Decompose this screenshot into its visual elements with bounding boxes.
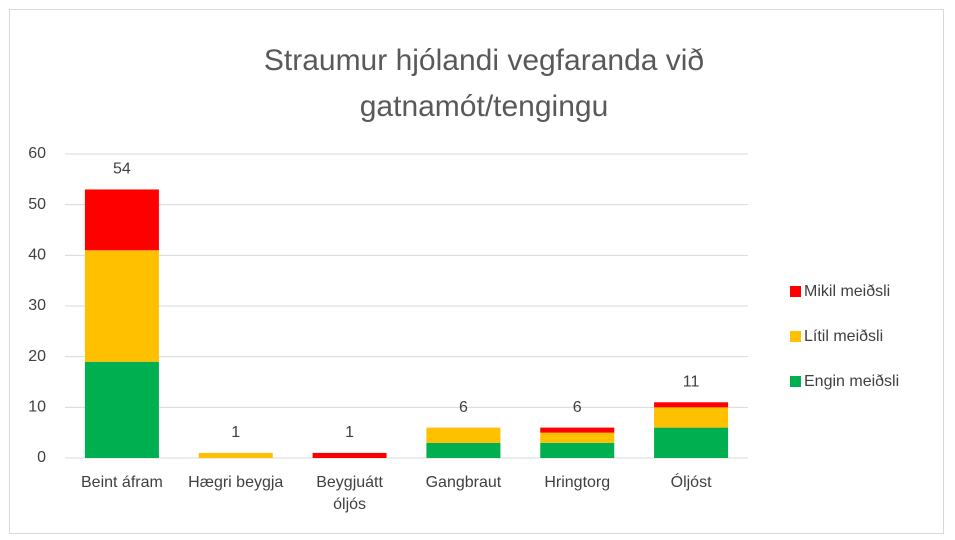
bar-segment: [540, 432, 615, 443]
legend-label: Mikil meiðsli: [804, 283, 891, 300]
y-tick-label: 60: [28, 145, 46, 162]
bar-segment: [654, 427, 729, 458]
y-tick-label: 40: [28, 247, 46, 264]
y-tick-label: 0: [37, 449, 46, 466]
chart-title: Straumur hjólandi vegfaranda við gatnamó…: [263, 44, 705, 123]
bar-segment: [84, 361, 159, 458]
y-tick-label: 30: [28, 297, 46, 314]
y-tick-label: 10: [28, 399, 46, 416]
bar-segment: [84, 189, 159, 251]
legend-swatch: [790, 331, 801, 342]
y-tick-label: 20: [28, 348, 46, 365]
legend-label: Engin meiðsli: [804, 373, 900, 390]
total-label: 11: [683, 373, 700, 390]
total-label: 54: [113, 161, 131, 178]
bar-segment: [540, 442, 615, 458]
y-tick-label: 50: [28, 196, 46, 213]
x-tick-label: Óljóst: [670, 474, 712, 491]
bar-segment: [426, 442, 501, 458]
bar-segment: [426, 427, 501, 443]
legend-item: Engin meiðsli: [790, 372, 899, 392]
x-tick-label: Beygjuátt óljós: [316, 474, 383, 513]
legend-label: Lítil meiðsli: [804, 328, 884, 345]
bar-segment: [654, 407, 729, 428]
bar-segment: [312, 452, 387, 458]
legend-swatch: [790, 376, 801, 387]
legend-item: Lítil meiðsli: [790, 327, 883, 347]
bar-segment: [540, 427, 615, 433]
legend-swatch: [790, 286, 801, 297]
total-label: 1: [231, 424, 240, 441]
x-tick-label: Beint áfram: [81, 474, 163, 491]
x-tick-label: Hægri beygja: [188, 474, 284, 491]
x-tick-label: Gangbraut: [425, 474, 502, 491]
total-label: 6: [459, 399, 468, 416]
x-tick-label: Hringtorg: [544, 474, 611, 491]
bar-segment: [198, 452, 273, 458]
total-label: 6: [573, 399, 582, 416]
legend-item: Mikil meiðsli: [790, 282, 890, 302]
chart-frame: [9, 9, 944, 534]
bar-segment: [654, 402, 729, 408]
total-label: 1: [345, 424, 354, 441]
bar-segment: [84, 250, 159, 362]
